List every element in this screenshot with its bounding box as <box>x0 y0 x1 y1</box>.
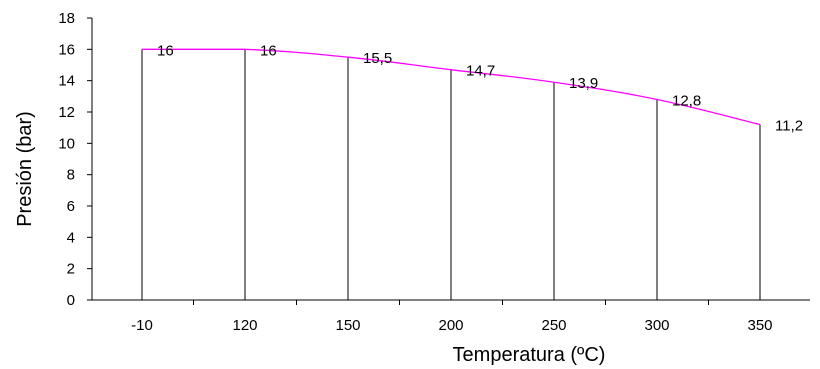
data-labels: 16 16 15,5 14,7 13,9 12,8 11,2 <box>157 42 803 134</box>
y-tick-label: 10 <box>58 135 75 152</box>
data-label: 14,7 <box>466 63 495 80</box>
y-axis-title: Presión (bar) <box>14 111 36 227</box>
data-label: 11,2 <box>775 118 803 135</box>
y-tick-label: 0 <box>67 292 75 309</box>
x-tick-label: 300 <box>644 317 669 334</box>
x-tick-label: 350 <box>747 317 772 334</box>
axes <box>91 18 810 301</box>
y-tick-label: 4 <box>67 229 75 246</box>
data-label: 16 <box>157 42 174 59</box>
y-tick-label: 14 <box>58 73 75 90</box>
y-tick-label: 16 <box>58 41 75 58</box>
series-line-pressure <box>142 48 761 126</box>
x-axis-title: Temperatura (ºC) <box>453 344 606 366</box>
y-tick-label: 6 <box>67 198 75 215</box>
y-tick-label: 12 <box>58 104 75 121</box>
data-label: 12,8 <box>672 92 701 109</box>
x-tick-label: 150 <box>335 317 360 334</box>
x-tick-label: 250 <box>541 317 566 334</box>
x-tick-label: -10 <box>131 317 153 334</box>
y-tick-label: 2 <box>67 261 75 278</box>
y-tick-label: 8 <box>67 167 75 184</box>
data-label: 13,9 <box>569 75 598 92</box>
data-label: 15,5 <box>363 50 392 67</box>
data-label: 16 <box>260 42 277 59</box>
drop-lines <box>141 49 761 300</box>
x-tick-label: 120 <box>232 317 257 334</box>
x-axis-ticks: -10 120 150 200 250 300 350 <box>131 300 773 334</box>
x-tick-label: 200 <box>438 317 463 334</box>
y-axis-ticks: 0 2 4 6 8 10 12 14 16 18 <box>58 10 92 309</box>
y-tick-label: 18 <box>58 10 75 27</box>
